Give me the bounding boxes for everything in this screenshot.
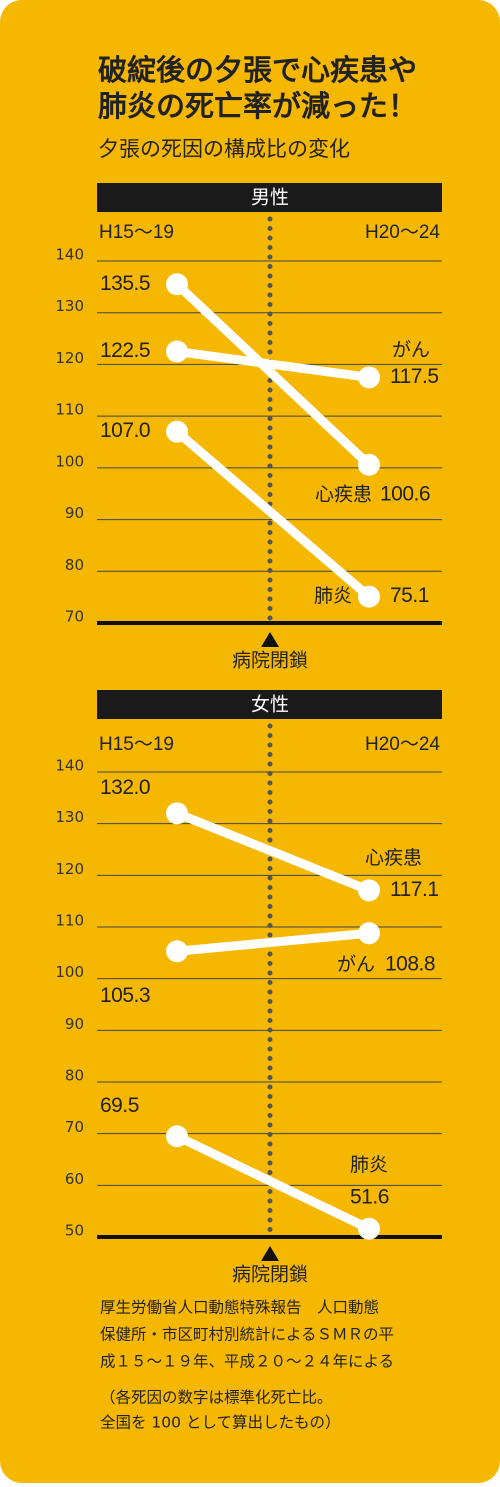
- series-name: 肺炎: [350, 1154, 388, 1176]
- y-tick-label: 110: [55, 401, 84, 419]
- point: [166, 420, 188, 443]
- note-line: （各死因の数字は標準化死亡比。: [100, 1389, 333, 1407]
- y-tick-label: 100: [55, 963, 84, 981]
- value-label: 122.5: [100, 339, 150, 362]
- panel-header: [97, 690, 442, 719]
- point: [166, 340, 188, 363]
- marker: [261, 1246, 279, 1261]
- y-tick-label: 60: [65, 1170, 84, 1188]
- y-tick-label: 120: [55, 349, 84, 367]
- annotation: 病院閉鎖: [232, 650, 308, 672]
- panel-title: 女性: [251, 694, 289, 716]
- point: [358, 585, 380, 608]
- panel-title: 男性: [251, 187, 289, 209]
- x-category: H20～24: [365, 734, 440, 755]
- y-tick-label: 140: [55, 757, 84, 775]
- title-line: 破綻後の夕張で心疾患や: [98, 53, 417, 87]
- source-line: 厚生労働省人口動態特殊報告 人口動態: [100, 1299, 379, 1317]
- y-tick-label: 120: [55, 860, 84, 878]
- point: [358, 922, 380, 945]
- marker: [261, 632, 279, 647]
- series-name: 肺炎: [314, 585, 352, 607]
- value-label: 69.5: [100, 1094, 139, 1117]
- slope-line: [174, 428, 372, 601]
- series-name: がん: [392, 339, 430, 361]
- point: [166, 802, 188, 825]
- point: [166, 273, 188, 296]
- value-label: 105.3: [100, 984, 150, 1007]
- source-line: 成１５～１９年、平成２０～２４年による: [100, 1353, 394, 1371]
- point: [166, 1125, 188, 1148]
- value-label: 75.1: [390, 584, 429, 607]
- x-category: H20～24: [365, 222, 440, 243]
- value-label: 135.5: [100, 272, 150, 295]
- value-label: 107.0: [100, 419, 150, 442]
- subtitle: 夕張の死因の構成比の変化: [98, 137, 350, 161]
- title-line: 肺炎の死亡率が減った！: [98, 89, 417, 123]
- point: [358, 879, 380, 902]
- slope-line: [176, 347, 370, 382]
- y-tick-label: 50: [65, 1222, 84, 1240]
- series-name: 心疾患: [365, 847, 422, 869]
- y-tick-label: 110: [55, 912, 84, 930]
- point: [358, 453, 380, 476]
- x-category: H15～19: [99, 222, 174, 243]
- slope-line: [176, 928, 370, 956]
- y-tick-label: 70: [65, 1118, 84, 1136]
- note-line: 全国を 100 として算出したもの）: [100, 1413, 340, 1432]
- y-tick-label: 130: [55, 808, 84, 826]
- slope-line: [175, 1132, 371, 1233]
- series-name: 心疾患: [315, 483, 372, 505]
- y-tick-label: 100: [55, 452, 84, 470]
- y-tick-label: 140: [55, 246, 84, 264]
- value-label: 51.6: [350, 1185, 389, 1208]
- panel-header: [97, 183, 442, 212]
- series-name: がん: [337, 954, 375, 976]
- slope-line: [175, 809, 371, 895]
- y-tick-label: 80: [65, 1067, 84, 1085]
- value-label: 117.5: [390, 365, 439, 388]
- x-category: H15～19: [99, 734, 174, 755]
- point: [358, 366, 380, 389]
- value-label: 117.1: [390, 878, 439, 901]
- annotation: 病院閉鎖: [232, 1264, 308, 1286]
- y-tick-label: 70: [65, 608, 84, 626]
- y-tick-label: 90: [65, 504, 84, 522]
- y-tick-label: 130: [55, 297, 84, 315]
- source-line: 保健所・市区町村別統計によるＳＭＲの平: [100, 1326, 394, 1344]
- value-label: 108.8: [385, 953, 435, 976]
- point: [358, 1217, 380, 1240]
- point: [166, 940, 188, 963]
- value-label: 132.0: [100, 776, 150, 799]
- y-tick-label: 80: [65, 556, 84, 574]
- y-tick-label: 90: [65, 1015, 84, 1033]
- slope-line: [173, 280, 373, 469]
- value-label: 100.6: [380, 482, 430, 505]
